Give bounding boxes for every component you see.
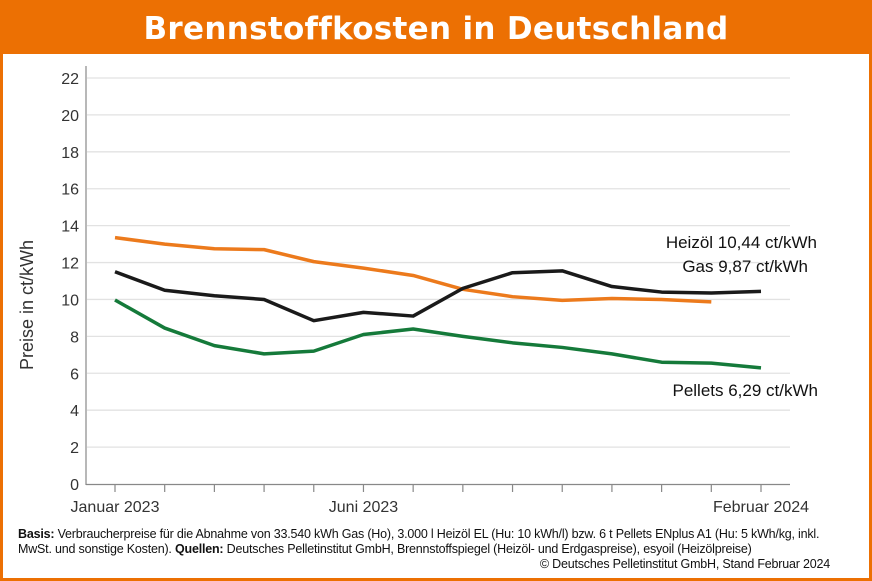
- series-label-gas: Gas 9,87 ct/kWh: [682, 257, 808, 276]
- y-tick-label: 0: [70, 477, 79, 494]
- y-tick-label: 22: [61, 71, 79, 88]
- footer-basis: Basis: Verbraucherpreise für die Abnahme…: [18, 527, 830, 557]
- basis-label: Basis:: [18, 527, 55, 541]
- x-tick-label: Januar 2023: [71, 499, 160, 516]
- y-tick-label: 16: [61, 182, 79, 199]
- chart-title: Brennstoffkosten in Deutschland: [143, 11, 729, 47]
- copyright: © Deutsches Pelletinstitut GmbH, Stand F…: [539, 557, 830, 571]
- series-line-gas: [114, 235, 712, 304]
- y-tick-label: 4: [70, 403, 79, 420]
- y-tick-label: 14: [61, 219, 79, 236]
- series-line-pellets: [114, 298, 762, 370]
- series-line-heizoel: [114, 269, 762, 323]
- series-label-pellets: Pellets 6,29 ct/kWh: [672, 381, 818, 400]
- y-axis-label: Preise in ct/kWh: [17, 240, 37, 370]
- x-tick-label: Juni 2023: [329, 499, 398, 516]
- x-tick-label: Februar 2024: [713, 499, 809, 516]
- chart-panel: [3, 54, 869, 578]
- y-tick-label: 6: [70, 366, 79, 383]
- y-tick-label: 12: [61, 256, 79, 273]
- y-tick-label: 2: [70, 440, 79, 457]
- y-tick-label: 8: [70, 329, 79, 346]
- y-tick-label: 18: [61, 145, 79, 162]
- basis-text: Verbraucherpreise für die Abnahme von 33…: [18, 527, 820, 556]
- sources-text: Deutsches Pelletinstitut GmbH, Brennstof…: [223, 542, 752, 556]
- footer-notes: Basis: Verbraucherpreise für die Abnahme…: [18, 527, 830, 572]
- y-tick-label: 10: [61, 292, 79, 309]
- series-label-heizoel: Heizöl 10,44 ct/kWh: [666, 233, 817, 252]
- sources-label: Quellen:: [171, 542, 224, 556]
- y-tick-label: 20: [61, 108, 79, 125]
